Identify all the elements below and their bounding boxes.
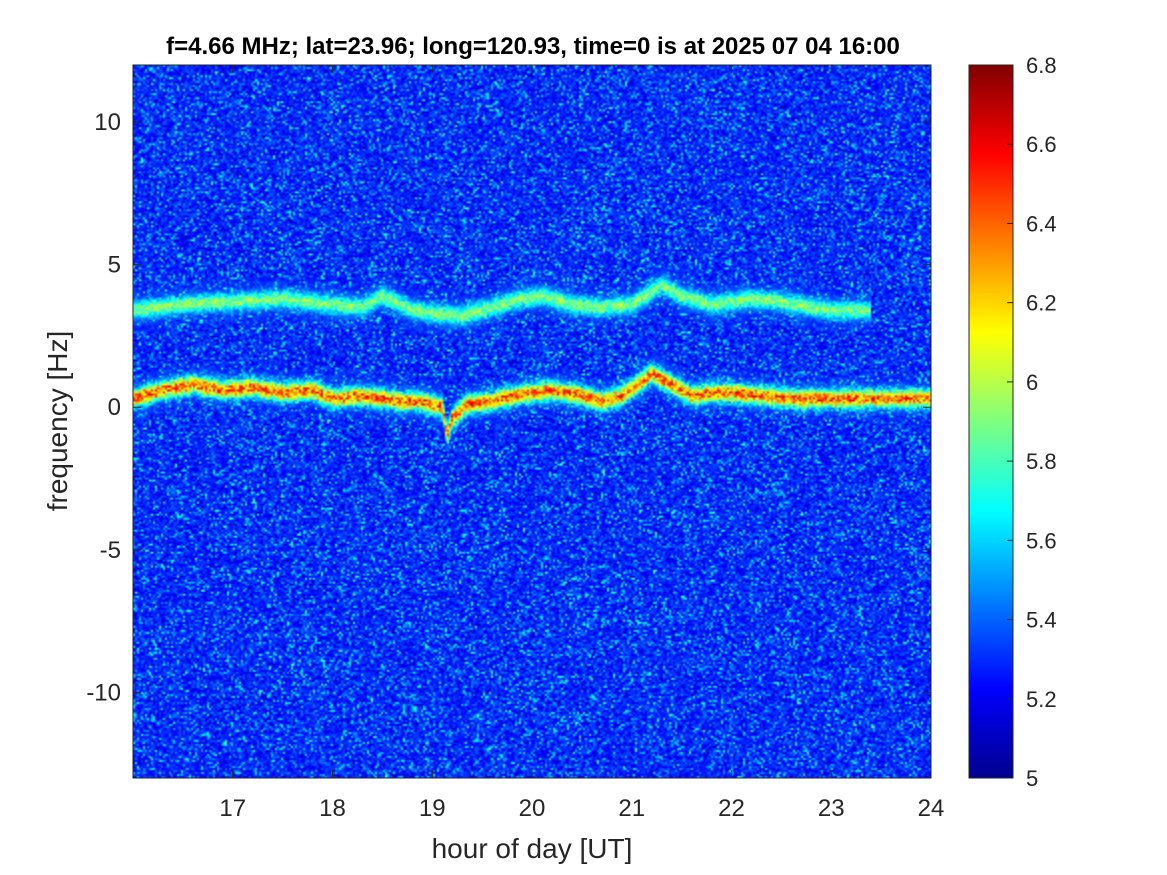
colorbar: 5 5.2 5.4 5.6 5.8 6 6.2 6.4 6.6 6.8 [968,53,1057,791]
x-tick-label: 19 [419,795,446,822]
x-axis: 17 18 19 20 21 22 23 24 [219,65,944,822]
y-tick-label: 10 [94,109,121,136]
colorbar-tick-label: 6.6 [1026,132,1057,157]
x-tick-label: 18 [319,795,346,822]
colorbar-tick-label: 6.4 [1026,211,1057,236]
colorbar-tick-label: 5 [1026,766,1038,791]
x-tick-label: 17 [219,795,246,822]
colorbar-tick-label: 5.8 [1026,449,1057,474]
colorbar-tick-label: 6 [1026,370,1038,395]
colorbar-tick-label: 5.2 [1026,687,1057,712]
x-tick-label: 23 [818,795,845,822]
y-axis: -10 -5 0 5 10 [86,109,931,706]
spectrogram-plot [132,64,932,779]
x-tick-label: 24 [918,795,945,822]
colorbar-gradient [968,64,1014,779]
y-tick-label: -5 [100,537,121,564]
x-tick-label: 20 [519,795,546,822]
colorbar-tick-label: 5.6 [1026,528,1057,553]
y-tick-label: -10 [86,679,121,706]
y-tick-label: 0 [108,394,121,421]
colorbar-ticks: 5 5.2 5.4 5.6 5.8 6 6.2 6.4 6.6 6.8 [1007,53,1057,791]
spectrogram-heatmap [133,65,931,778]
x-axis-label: hour of day [UT] [432,833,633,864]
colorbar-tick-label: 6.8 [1026,53,1057,78]
chart-title: f=4.66 MHz; lat=23.96; long=120.93, time… [166,33,900,60]
y-axis-label: frequency [Hz] [42,331,73,512]
y-tick-label: 5 [108,252,121,279]
colorbar-tick-label: 6.2 [1026,291,1057,316]
colorbar-tick-label: 5.4 [1026,608,1057,633]
x-tick-label: 21 [618,795,645,822]
x-tick-label: 22 [718,795,745,822]
